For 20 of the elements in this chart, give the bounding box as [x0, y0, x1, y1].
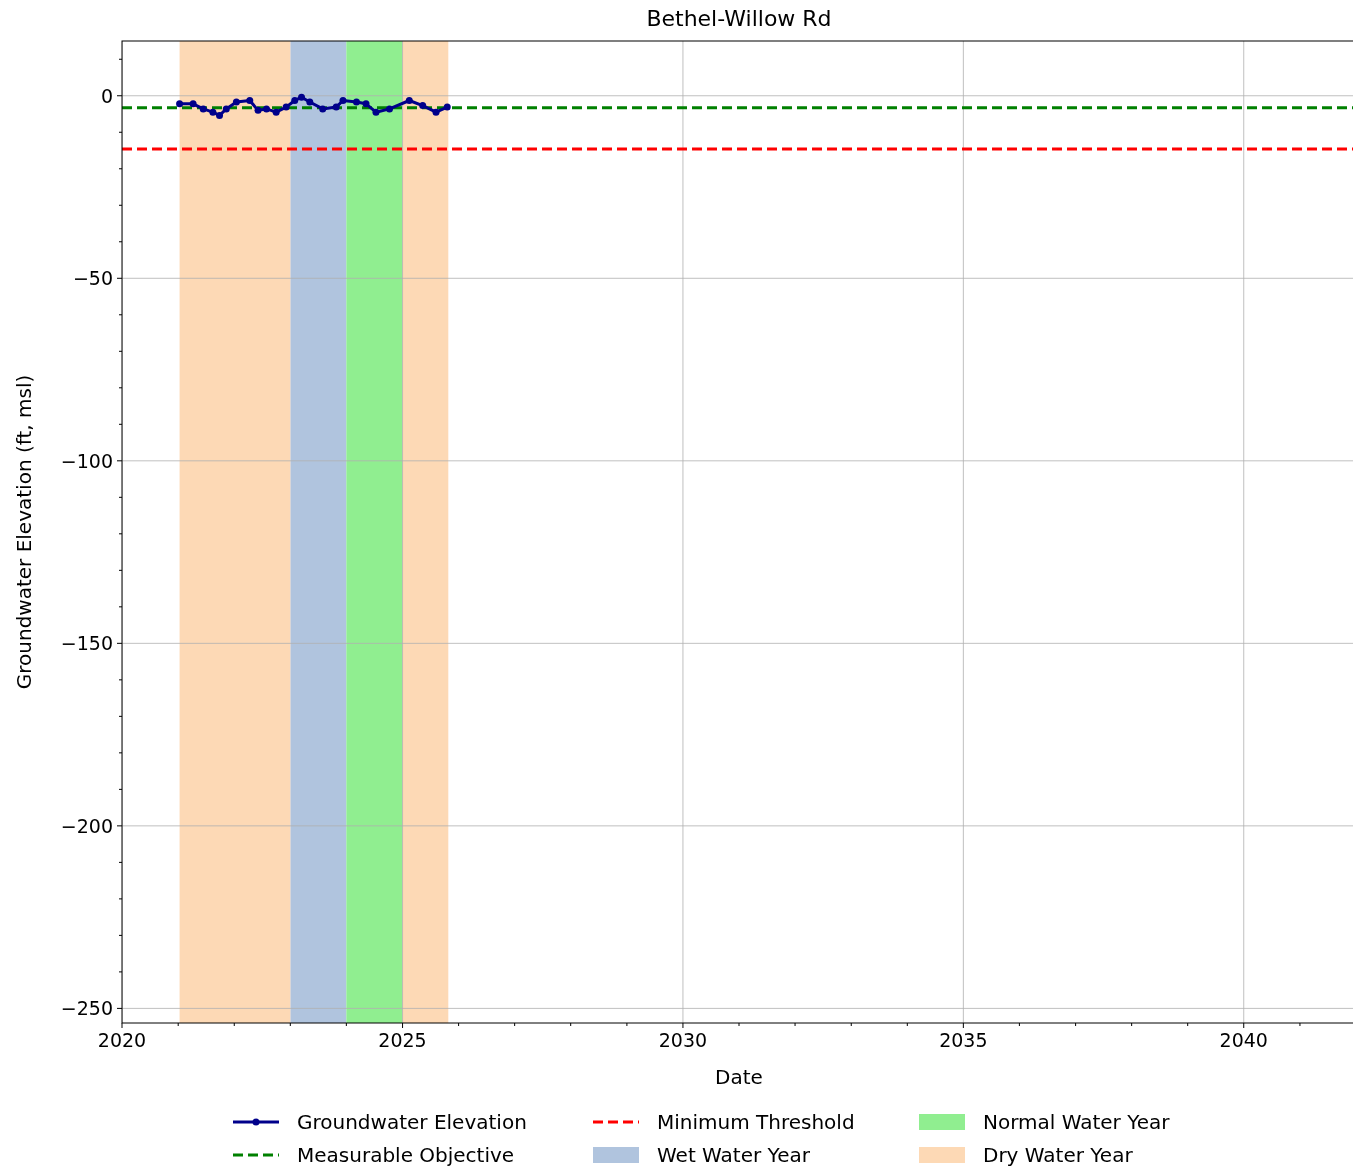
chart-title: Bethel-Willow Rd	[646, 6, 832, 31]
legend-label: Dry Water Year	[983, 1143, 1134, 1167]
legend-label: Groundwater Elevation	[297, 1110, 527, 1134]
x-tick-label: 2030	[658, 1029, 708, 1051]
legend-label: Measurable Objective	[297, 1143, 515, 1167]
y-axis-title: Groundwater Elevation (ft, msl)	[12, 374, 36, 690]
legend-label: Wet Water Year	[657, 1143, 811, 1167]
y-tick-label: −50	[72, 267, 113, 290]
y-tick-label: −200	[60, 814, 113, 837]
x-tick-label: 2040	[1219, 1029, 1268, 1051]
x-axis-title: Date	[715, 1065, 763, 1089]
y-tick-label: −250	[60, 997, 113, 1020]
legend-label: Minimum Threshold	[657, 1110, 855, 1134]
x-tick-label: 2025	[378, 1029, 427, 1051]
y-tick-label: −100	[60, 449, 113, 472]
x-tick-label: 2035	[939, 1029, 988, 1051]
x-tick-label: 2020	[97, 1029, 147, 1051]
y-tick-label: 0	[100, 84, 113, 107]
y-tick-label: −150	[60, 632, 113, 655]
legend-label: Normal Water Year	[983, 1110, 1171, 1134]
